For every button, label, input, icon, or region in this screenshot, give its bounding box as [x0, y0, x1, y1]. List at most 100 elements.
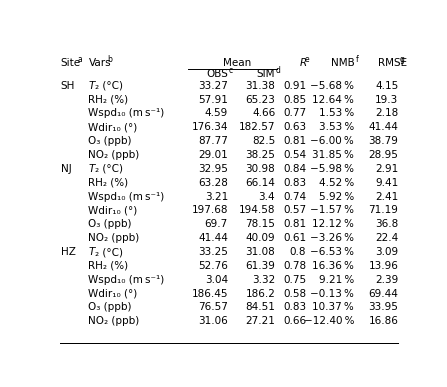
Text: 9.41: 9.41 [375, 178, 398, 188]
Text: NJ: NJ [60, 164, 71, 174]
Text: 3.04: 3.04 [205, 275, 228, 285]
Text: 2.18: 2.18 [375, 108, 398, 118]
Text: 32.95: 32.95 [198, 164, 228, 174]
Text: 33.25: 33.25 [198, 247, 228, 257]
Text: 22.4: 22.4 [375, 233, 398, 243]
Text: 71.19: 71.19 [368, 205, 398, 216]
Text: 69.44: 69.44 [368, 289, 398, 299]
Text: 31.06: 31.06 [198, 316, 228, 326]
Text: 0.54: 0.54 [283, 150, 306, 160]
Text: 0.74: 0.74 [283, 192, 306, 202]
Text: −0.13 %: −0.13 % [310, 289, 354, 299]
Text: 182.57: 182.57 [239, 122, 275, 132]
Text: RH₂ (%): RH₂ (%) [89, 261, 129, 271]
Text: 5.92 %: 5.92 % [319, 192, 354, 202]
Text: Mean: Mean [223, 58, 251, 68]
Text: 38.79: 38.79 [368, 136, 398, 146]
Text: 31.38: 31.38 [245, 81, 275, 91]
Text: 186.2: 186.2 [245, 289, 275, 299]
Text: 10.37 %: 10.37 % [312, 303, 354, 312]
Text: 82.5: 82.5 [252, 136, 275, 146]
Text: −1.57 %: −1.57 % [310, 205, 354, 216]
Text: 0.78: 0.78 [283, 261, 306, 271]
Text: 27.21: 27.21 [245, 316, 275, 326]
Text: 28.95: 28.95 [368, 150, 398, 160]
Text: RH₂ (%): RH₂ (%) [89, 94, 129, 104]
Text: 41.44: 41.44 [368, 122, 398, 132]
Text: −5.68 %: −5.68 % [310, 81, 354, 91]
Text: 186.45: 186.45 [191, 289, 228, 299]
Text: ₂ (°C): ₂ (°C) [95, 81, 123, 91]
Text: 84.51: 84.51 [245, 303, 275, 312]
Text: Wspd₁₀ (m s⁻¹): Wspd₁₀ (m s⁻¹) [89, 275, 164, 285]
Text: ₂ (°C): ₂ (°C) [95, 164, 123, 174]
Text: Wspd₁₀ (m s⁻¹): Wspd₁₀ (m s⁻¹) [89, 192, 164, 202]
Text: Wdir₁₀ (°): Wdir₁₀ (°) [89, 122, 138, 132]
Text: 2.41: 2.41 [375, 192, 398, 202]
Text: SIM: SIM [257, 69, 275, 79]
Text: Site: Site [60, 58, 80, 68]
Text: 3.32: 3.32 [252, 275, 275, 285]
Text: 0.66: 0.66 [283, 316, 306, 326]
Text: 0.83: 0.83 [283, 178, 306, 188]
Text: 1.53 %: 1.53 % [319, 108, 354, 118]
Text: HZ: HZ [60, 247, 76, 257]
Text: O₃ (ppb): O₃ (ppb) [89, 303, 132, 312]
Text: 0.84: 0.84 [283, 164, 306, 174]
Text: T: T [89, 81, 95, 91]
Text: RH₂ (%): RH₂ (%) [89, 178, 129, 188]
Text: 63.28: 63.28 [198, 178, 228, 188]
Text: 61.39: 61.39 [245, 261, 275, 271]
Text: O₃ (ppb): O₃ (ppb) [89, 136, 132, 146]
Text: 0.83: 0.83 [283, 303, 306, 312]
Text: 3.21: 3.21 [205, 192, 228, 202]
Text: e: e [305, 55, 309, 64]
Text: 0.58: 0.58 [283, 289, 306, 299]
Text: 3.09: 3.09 [375, 247, 398, 257]
Text: 65.23: 65.23 [245, 94, 275, 104]
Text: −12.40 %: −12.40 % [304, 316, 354, 326]
Text: 66.14: 66.14 [245, 178, 275, 188]
Text: −6.53 %: −6.53 % [310, 247, 354, 257]
Text: Wdir₁₀ (°): Wdir₁₀ (°) [89, 205, 138, 216]
Text: 0.81: 0.81 [283, 219, 306, 229]
Text: −3.26 %: −3.26 % [310, 233, 354, 243]
Text: 12.12 %: 12.12 % [312, 219, 354, 229]
Text: d: d [276, 66, 281, 75]
Text: 69.7: 69.7 [205, 219, 228, 229]
Text: OBS: OBS [206, 69, 228, 79]
Text: 0.8: 0.8 [290, 247, 306, 257]
Text: NO₂ (ppb): NO₂ (ppb) [89, 233, 139, 243]
Text: 0.63: 0.63 [283, 122, 306, 132]
Text: 31.85 %: 31.85 % [312, 150, 354, 160]
Text: Wspd₁₀ (m s⁻¹): Wspd₁₀ (m s⁻¹) [89, 108, 164, 118]
Text: 12.64 %: 12.64 % [312, 94, 354, 104]
Text: 0.75: 0.75 [283, 275, 306, 285]
Text: 38.25: 38.25 [245, 150, 275, 160]
Text: R: R [300, 58, 307, 68]
Text: g: g [399, 55, 404, 64]
Text: 194.58: 194.58 [239, 205, 275, 216]
Text: Wdir₁₀ (°): Wdir₁₀ (°) [89, 289, 138, 299]
Text: 41.44: 41.44 [198, 233, 228, 243]
Text: 197.68: 197.68 [191, 205, 228, 216]
Text: 19.3: 19.3 [375, 94, 398, 104]
Text: T: T [89, 164, 95, 174]
Text: 57.91: 57.91 [198, 94, 228, 104]
Text: c: c [229, 66, 233, 75]
Text: 78.15: 78.15 [245, 219, 275, 229]
Text: 2.39: 2.39 [375, 275, 398, 285]
Text: NO₂ (ppb): NO₂ (ppb) [89, 150, 139, 160]
Text: 4.66: 4.66 [252, 108, 275, 118]
Text: Vars: Vars [89, 58, 111, 68]
Text: b: b [107, 55, 112, 64]
Text: 13.96: 13.96 [368, 261, 398, 271]
Text: 16.36 %: 16.36 % [312, 261, 354, 271]
Text: 33.27: 33.27 [198, 81, 228, 91]
Text: 30.98: 30.98 [245, 164, 275, 174]
Text: 87.77: 87.77 [198, 136, 228, 146]
Text: −6.00 %: −6.00 % [311, 136, 354, 146]
Text: NO₂ (ppb): NO₂ (ppb) [89, 316, 139, 326]
Text: ₂ (°C): ₂ (°C) [95, 247, 123, 257]
Text: 0.77: 0.77 [283, 108, 306, 118]
